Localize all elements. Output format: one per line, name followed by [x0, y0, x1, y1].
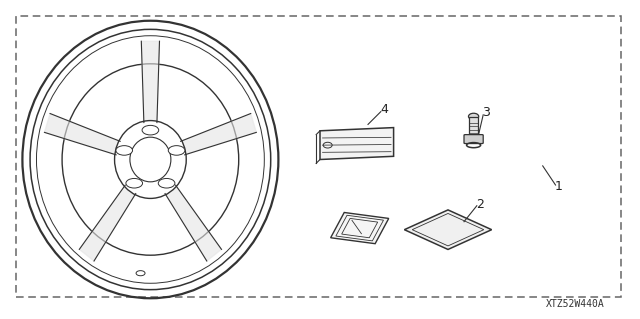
- Text: XTZ52W440A: XTZ52W440A: [546, 300, 605, 309]
- Polygon shape: [320, 128, 394, 160]
- Polygon shape: [44, 114, 120, 155]
- Ellipse shape: [126, 178, 143, 188]
- Ellipse shape: [468, 113, 479, 120]
- Polygon shape: [404, 210, 492, 249]
- Ellipse shape: [130, 137, 171, 182]
- Text: 1: 1: [555, 180, 563, 193]
- Ellipse shape: [136, 271, 145, 276]
- Polygon shape: [331, 212, 388, 244]
- Ellipse shape: [168, 146, 185, 155]
- Text: 3: 3: [483, 106, 490, 119]
- Ellipse shape: [158, 178, 175, 188]
- Ellipse shape: [142, 125, 159, 135]
- FancyBboxPatch shape: [469, 117, 478, 136]
- Text: 4: 4: [380, 103, 388, 116]
- Ellipse shape: [115, 121, 186, 198]
- FancyBboxPatch shape: [464, 135, 483, 144]
- Polygon shape: [180, 114, 257, 155]
- Ellipse shape: [116, 146, 132, 155]
- Polygon shape: [79, 185, 136, 261]
- Polygon shape: [141, 41, 159, 122]
- Polygon shape: [165, 185, 221, 261]
- Text: 2: 2: [476, 198, 484, 211]
